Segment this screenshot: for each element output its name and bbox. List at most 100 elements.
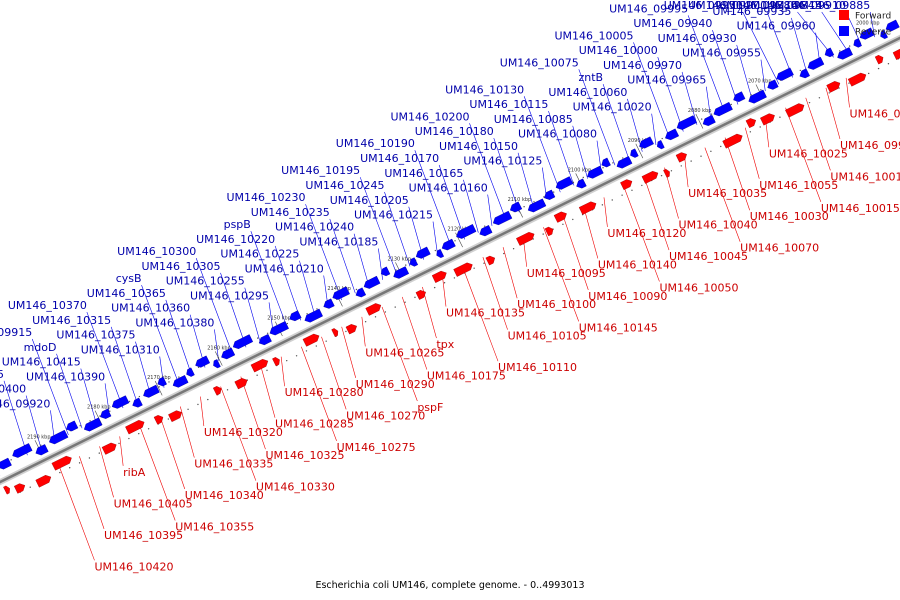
reverse-gene-label[interactable]: UM146_09845 (743, 0, 822, 12)
forward-gene-arrow[interactable] (13, 483, 26, 494)
forward-gene-arrow[interactable] (663, 168, 670, 178)
reverse-gene-label[interactable]: UM146_10360 (111, 302, 190, 315)
reverse-gene-arrow[interactable] (221, 347, 236, 360)
reverse-gene-label[interactable]: UM146_10215 (354, 209, 433, 222)
reverse-gene-arrow[interactable] (853, 38, 862, 48)
reverse-gene-label[interactable]: UM146_10005 (554, 29, 633, 42)
forward-gene-label[interactable]: tpx (436, 338, 454, 351)
reverse-gene-arrow[interactable] (601, 157, 611, 168)
reverse-gene-label[interactable]: mdoD (24, 341, 57, 354)
reverse-gene-arrow[interactable] (409, 257, 419, 267)
reverse-gene-label[interactable]: UM146_10315 (32, 314, 111, 327)
reverse-gene-arrow[interactable] (544, 189, 556, 200)
reverse-gene-label[interactable]: UM146_10180 (415, 125, 494, 138)
reverse-gene-arrow[interactable] (748, 89, 767, 104)
reverse-gene-label[interactable]: UM146_10225 (220, 248, 299, 261)
forward-gene-arrow[interactable] (578, 201, 597, 215)
forward-gene-label[interactable]: UM146_10420 (94, 560, 173, 573)
forward-gene-arrow[interactable] (212, 386, 222, 396)
reverse-gene-arrow[interactable] (172, 375, 189, 388)
forward-gene-label[interactable]: UM146_10050 (659, 282, 738, 295)
forward-gene-label[interactable]: pspF (417, 401, 443, 414)
forward-gene-label[interactable]: UM146_10040 (679, 219, 758, 232)
forward-gene-arrow[interactable] (431, 270, 447, 283)
reverse-gene-label[interactable]: UM146_10020 (573, 101, 652, 114)
reverse-gene-arrow[interactable] (509, 201, 523, 213)
reverse-gene-label[interactable]: UM146_10295 (190, 289, 269, 302)
reverse-gene-arrow[interactable] (232, 334, 254, 350)
reverse-gene-label[interactable]: UM146_10115 (469, 98, 548, 111)
forward-gene-label[interactable]: UM146_10035 (688, 187, 767, 200)
reverse-gene-label[interactable]: UM146_10125 (463, 155, 542, 168)
reverse-gene-arrow[interactable] (393, 266, 410, 279)
reverse-gene-arrow[interactable] (83, 417, 103, 432)
forward-gene-arrow[interactable] (785, 103, 805, 118)
reverse-gene-arrow[interactable] (355, 287, 367, 298)
reverse-gene-arrow[interactable] (492, 210, 513, 226)
forward-gene-label[interactable]: UM146_10025 (769, 147, 848, 160)
reverse-gene-arrow[interactable] (837, 47, 853, 60)
forward-gene-arrow[interactable] (234, 378, 248, 390)
forward-gene-label[interactable]: UM146_10030 (750, 210, 829, 223)
forward-gene-arrow[interactable] (516, 231, 535, 246)
reverse-gene-label[interactable]: UM146_09910 (767, 0, 846, 12)
forward-gene-label[interactable]: UM146_10055 (759, 179, 838, 192)
forward-gene-label[interactable]: UM146_10405 (114, 497, 193, 510)
reverse-gene-arrow[interactable] (676, 115, 697, 130)
forward-gene-label[interactable]: UM146_09925 (850, 107, 900, 120)
forward-gene-label[interactable]: UM146_10325 (265, 449, 344, 462)
forward-gene-arrow[interactable] (101, 442, 117, 455)
reverse-gene-label[interactable]: UM146_10190 (336, 137, 415, 150)
reverse-gene-label[interactable]: UM146_10380 (135, 316, 214, 329)
forward-gene-arrow[interactable] (331, 328, 339, 338)
reverse-gene-label[interactable]: UM146_09915 (0, 326, 32, 339)
forward-gene-label[interactable]: UM146_10320 (204, 426, 283, 439)
reverse-gene-label[interactable]: UM146_09950 (664, 0, 743, 12)
reverse-gene-label[interactable]: UM146_09995 (609, 2, 688, 15)
reverse-gene-label[interactable]: UM146_10165 (384, 167, 463, 180)
reverse-gene-arrow[interactable] (269, 321, 289, 336)
reverse-gene-label[interactable]: UM146_10230 (226, 191, 305, 204)
reverse-gene-arrow[interactable] (132, 397, 143, 408)
reverse-gene-arrow[interactable] (885, 19, 900, 32)
forward-gene-label[interactable]: UM146_10110 (498, 361, 577, 374)
reverse-gene-arrow[interactable] (776, 67, 794, 81)
reverse-gene-arrow[interactable] (713, 101, 733, 117)
reverse-gene-arrow[interactable] (380, 266, 391, 277)
reverse-gene-arrow[interactable] (143, 384, 160, 398)
reverse-gene-label[interactable]: UM146_09965 (627, 74, 706, 87)
reverse-gene-arrow[interactable] (824, 47, 835, 58)
reverse-gene-label[interactable]: UM146_10085 (494, 113, 573, 126)
forward-gene-arrow[interactable] (453, 262, 473, 277)
reverse-gene-arrow[interactable] (733, 91, 746, 103)
forward-gene-label[interactable]: UM146_10010 (830, 170, 900, 183)
reverse-gene-arrow[interactable] (363, 275, 381, 289)
forward-gene-arrow[interactable] (745, 118, 757, 129)
reverse-gene-label[interactable]: UM146_10210 (245, 262, 324, 275)
reverse-gene-label[interactable]: UM146_10195 (281, 164, 360, 177)
reverse-gene-arrow[interactable] (304, 308, 323, 323)
reverse-gene-arrow[interactable] (111, 395, 130, 409)
reverse-gene-label[interactable]: UM146_09970 (603, 59, 682, 72)
forward-gene-label[interactable]: UM146_10340 (185, 489, 264, 502)
reverse-gene-label[interactable]: UM146_10060 (548, 86, 627, 99)
forward-gene-label[interactable]: UM146_10290 (356, 378, 435, 391)
forward-gene-label[interactable]: UM146_10120 (607, 227, 686, 240)
reverse-gene-arrow[interactable] (49, 429, 69, 445)
reverse-gene-arrow[interactable] (555, 176, 574, 190)
forward-gene-arrow[interactable] (35, 474, 52, 488)
reverse-gene-arrow[interactable] (665, 128, 680, 141)
reverse-gene-label[interactable]: cysB (116, 272, 142, 285)
reverse-gene-label[interactable]: UM146_09940 (633, 17, 712, 30)
forward-gene-arrow[interactable] (302, 333, 320, 347)
reverse-gene-arrow[interactable] (0, 457, 12, 470)
reverse-gene-label[interactable]: UM146_10445 (0, 368, 4, 381)
reverse-gene-arrow[interactable] (767, 79, 779, 90)
reverse-gene-label[interactable]: UM146_10185 (299, 236, 378, 249)
reverse-gene-label[interactable]: UM146_09930 (658, 32, 737, 45)
forward-gene-arrow[interactable] (415, 289, 426, 300)
reverse-gene-label[interactable]: UM146_10370 (8, 299, 87, 312)
reverse-gene-arrow[interactable] (157, 376, 167, 387)
forward-gene-label[interactable]: UM146_10045 (669, 250, 748, 263)
forward-gene-arrow[interactable] (847, 72, 867, 87)
